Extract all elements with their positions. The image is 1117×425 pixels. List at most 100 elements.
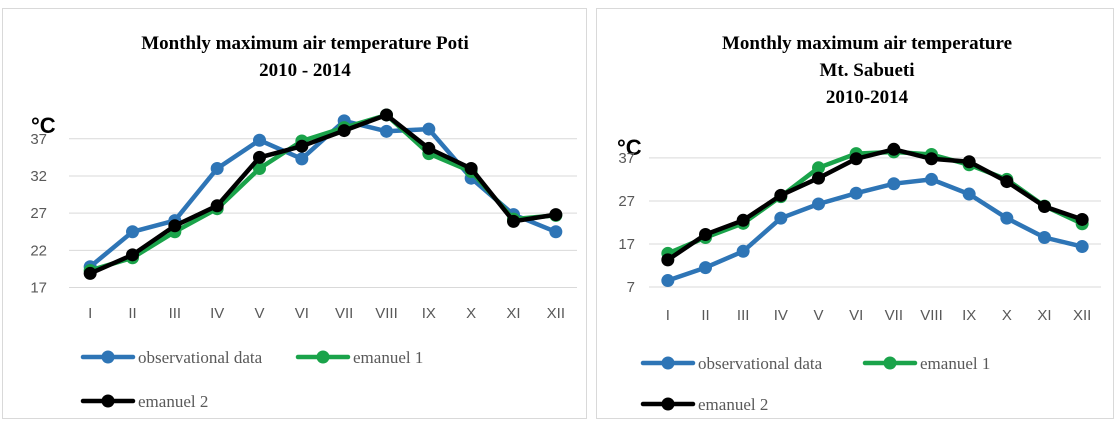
data-point <box>849 186 863 200</box>
chart-title-line: Monthly maximum air temperature <box>722 33 1012 54</box>
legend-label: emanuel 1 <box>353 348 423 367</box>
data-point <box>1075 212 1089 226</box>
data-point <box>464 162 478 176</box>
data-point <box>1038 200 1051 214</box>
x-tick-label: IX <box>962 307 976 324</box>
x-tick-label: VI <box>849 307 863 324</box>
legend-swatch-marker <box>316 350 330 364</box>
series-line <box>87 112 559 276</box>
data-point <box>887 142 901 156</box>
x-tick-label: II <box>701 307 709 324</box>
y-tick-label: 32 <box>30 168 47 185</box>
y-tick-label: 17 <box>30 280 47 297</box>
data-point <box>1000 211 1014 225</box>
data-point <box>699 228 712 242</box>
x-tick-label: XI <box>1037 307 1051 324</box>
data-point <box>736 244 750 258</box>
data-point <box>1000 175 1014 189</box>
x-tick-label: VII <box>335 305 353 322</box>
data-point <box>812 197 825 211</box>
data-point <box>380 108 393 122</box>
legend-label: emanuel 1 <box>920 354 990 373</box>
chart-panel-poti: Monthly maximum air temperature Poti 2010… <box>2 8 587 419</box>
x-tick-label: I <box>666 307 670 324</box>
y-tick-label: 17 <box>618 236 635 253</box>
x-tick-label: V <box>254 305 264 322</box>
legend-label: emanuel 2 <box>138 392 208 411</box>
data-point <box>1038 231 1051 245</box>
data-point <box>253 133 266 147</box>
y-tick-label: 27 <box>30 205 47 222</box>
legend-swatch-marker <box>661 397 675 411</box>
data-point <box>295 152 309 166</box>
data-point <box>126 225 139 239</box>
y-tick-label: 7 <box>627 279 635 296</box>
data-point <box>507 214 520 228</box>
chart-poti: Monthly maximum air temperature Poti 2010… <box>30 33 577 411</box>
x-tick-label: I <box>88 305 92 322</box>
data-point <box>736 213 750 227</box>
x-tick-label: XII <box>1073 307 1091 324</box>
y-tick-label: 27 <box>618 193 635 210</box>
series-line <box>87 118 559 269</box>
data-point <box>774 211 788 225</box>
data-point <box>210 199 224 213</box>
legend-swatch-marker <box>101 350 115 364</box>
data-point <box>422 141 436 155</box>
x-tick-label: IX <box>422 305 436 322</box>
data-point <box>83 266 97 280</box>
data-point <box>126 248 139 262</box>
data-point <box>774 188 788 202</box>
chart-title-line: 2010 - 2014 <box>259 60 351 81</box>
data-point <box>253 162 266 176</box>
series-line <box>665 149 1085 256</box>
chart-title-line: Mt. Sabueti <box>820 60 915 81</box>
data-point <box>337 124 351 138</box>
data-point <box>962 187 976 201</box>
y-axis-unit: °C <box>617 135 642 160</box>
x-tick-label: VII <box>885 307 903 324</box>
chart-title-line: Monthly maximum air temperature Poti <box>141 33 469 54</box>
x-tick-label: V <box>813 307 823 324</box>
legend-swatch-marker <box>883 356 897 370</box>
x-tick-label: X <box>1002 307 1012 324</box>
y-axis-unit: °C <box>31 113 56 138</box>
data-point <box>887 177 901 191</box>
chart-sabueti: Monthly maximum air temperature Mt. Sabue… <box>617 33 1101 414</box>
data-point <box>812 161 825 175</box>
x-tick-label: XII <box>547 305 565 322</box>
data-point <box>925 152 938 166</box>
x-tick-label: VIII <box>920 307 943 324</box>
series-line <box>665 147 1085 263</box>
data-point <box>168 219 182 233</box>
data-point <box>380 124 393 138</box>
x-tick-label: X <box>466 305 476 322</box>
data-point <box>210 162 224 176</box>
legend-label: observational data <box>698 354 823 373</box>
data-point <box>422 122 436 136</box>
x-tick-label: VIII <box>375 305 398 322</box>
data-point <box>295 139 309 153</box>
y-tick-label: 22 <box>30 242 47 259</box>
x-tick-label: II <box>128 305 136 322</box>
legend-label: observational data <box>138 348 263 367</box>
y-tick-label: 37 <box>618 150 635 167</box>
x-tick-label: III <box>737 307 750 324</box>
series-line <box>665 177 1085 283</box>
chart-panel-sabueti: Monthly maximum air temperature Mt. Sabue… <box>596 8 1114 419</box>
data-point <box>962 155 976 169</box>
legend-label: emanuel 2 <box>698 395 768 414</box>
x-tick-label: III <box>169 305 182 322</box>
x-tick-label: IV <box>774 307 788 324</box>
y-tick-label: 37 <box>30 131 47 148</box>
legend-swatch-marker <box>661 356 675 370</box>
legend-swatch-marker <box>101 394 115 408</box>
data-point <box>549 225 563 239</box>
data-point <box>661 274 675 288</box>
x-tick-label: VI <box>295 305 309 322</box>
data-point <box>699 261 712 275</box>
data-point <box>849 152 863 166</box>
x-tick-label: IV <box>210 305 224 322</box>
data-point <box>549 208 563 222</box>
data-point <box>1075 240 1089 254</box>
